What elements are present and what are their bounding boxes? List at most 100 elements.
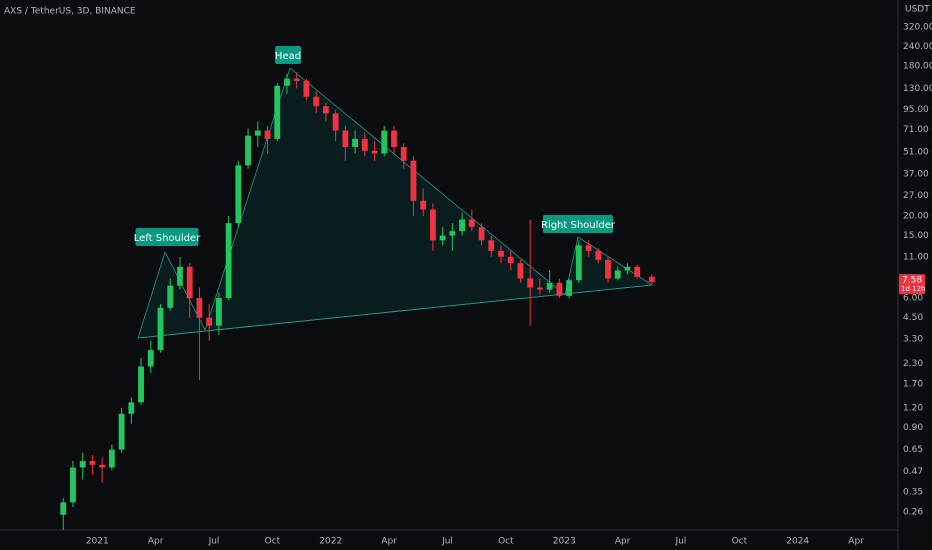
y-tick-label: 130.00 — [903, 84, 932, 94]
candle-body — [284, 78, 290, 86]
chart-title: AXS / TetherUS, 3D, BINANCE — [4, 7, 136, 17]
candle-body — [361, 138, 368, 151]
y-tick-label: 6.00 — [903, 294, 923, 304]
candle-body — [546, 282, 553, 290]
x-tick-label: 2022 — [319, 537, 342, 547]
candle-body — [595, 250, 602, 260]
annotation-text: Right Shoulder — [541, 220, 616, 231]
candle-body — [478, 227, 485, 241]
candle-body — [177, 266, 183, 286]
candle-body — [342, 130, 349, 148]
x-tick-label: Oct — [732, 537, 748, 547]
candle-body — [634, 266, 641, 277]
candle-body — [128, 402, 135, 414]
candle-body — [575, 245, 582, 281]
annotation-box — [275, 46, 301, 64]
price-label-countdown: 1d 12h — [901, 285, 925, 293]
x-tick-label: Apr — [615, 537, 631, 547]
y-tick-label: 1.20 — [903, 403, 923, 413]
candle-body — [624, 266, 631, 271]
y-tick-label: 51.00 — [903, 148, 929, 158]
y-tick-label: 0.47 — [903, 467, 923, 477]
candle-body — [439, 235, 446, 241]
y-tick-label: 0.35 — [903, 487, 923, 497]
candle-body — [118, 413, 125, 450]
x-tick-label: 2021 — [86, 537, 109, 547]
candle-body — [556, 282, 563, 296]
candle-body — [648, 276, 655, 283]
candle-body — [99, 464, 106, 468]
y-tick-label: 27.00 — [903, 191, 929, 201]
y-axis-label: USDT — [905, 5, 930, 15]
x-tick-label: Jul — [208, 537, 220, 547]
candle-body — [537, 287, 543, 290]
annotation-text: Head — [275, 51, 301, 62]
candle-body — [381, 130, 388, 154]
y-tick-label: 37.00 — [903, 170, 929, 180]
candle-body — [614, 270, 621, 279]
candle-body — [566, 280, 573, 296]
candle-body — [517, 263, 524, 279]
candle-body — [507, 256, 514, 264]
candle-body — [459, 219, 466, 232]
candle-body — [79, 461, 86, 468]
candle-body — [274, 85, 281, 139]
candle-body — [400, 147, 407, 161]
candle-body — [322, 106, 329, 114]
y-tick-label: 0.90 — [903, 423, 923, 433]
candle-body — [410, 160, 417, 201]
candle-body — [429, 209, 436, 241]
candle-body — [498, 250, 504, 257]
candle-body — [527, 278, 534, 288]
candle-body — [313, 96, 320, 107]
y-tick-label: 2.30 — [903, 359, 923, 369]
candle-body — [245, 135, 251, 166]
y-tick-label: 320.00 — [903, 22, 932, 32]
candle-body — [89, 461, 96, 465]
candle-body — [449, 231, 456, 236]
candle-body — [585, 245, 592, 251]
candle-body — [264, 130, 271, 139]
x-tick-label: Apr — [148, 537, 164, 547]
x-tick-label: Oct — [265, 537, 281, 547]
x-tick-label: Apr — [381, 537, 397, 547]
y-tick-label: 4.50 — [903, 313, 923, 323]
y-tick-label: 3.30 — [903, 334, 923, 344]
candle-body — [167, 285, 174, 308]
y-tick-label: 240.00 — [903, 42, 932, 52]
price-label-value: 7.58 — [902, 276, 922, 286]
y-tick-label: 95.00 — [903, 105, 929, 115]
x-tick-label: Jul — [441, 537, 453, 547]
candle-body — [254, 130, 261, 136]
candle-body — [196, 298, 203, 318]
candle-body — [352, 138, 358, 148]
candle-body — [332, 113, 339, 131]
y-tick-label: 11.00 — [903, 252, 929, 262]
y-tick-label: 0.65 — [903, 445, 923, 455]
price-label-box — [899, 274, 925, 295]
annotation-box — [543, 215, 613, 233]
candle-body — [605, 259, 611, 279]
candle-body — [70, 467, 76, 503]
candle-body — [157, 307, 164, 351]
x-tick-label: 2024 — [786, 537, 809, 547]
candle-body — [391, 130, 397, 148]
candle-body — [215, 298, 222, 326]
y-tick-label: 20.00 — [903, 211, 929, 221]
y-tick-label: 180.00 — [903, 62, 932, 72]
candle-body — [147, 350, 154, 367]
candle-body — [108, 449, 115, 468]
annotation-text: Left Shoulder — [134, 233, 201, 244]
candle-body — [468, 219, 475, 228]
x-tick-label: Oct — [498, 537, 514, 547]
candle-body — [488, 240, 495, 251]
pattern-drawing — [137, 67, 654, 339]
y-tick-label: 15.00 — [903, 231, 929, 241]
annotation-box — [135, 228, 199, 246]
candle-body — [235, 165, 242, 224]
candle-body — [60, 502, 67, 515]
candle-body — [186, 266, 193, 299]
